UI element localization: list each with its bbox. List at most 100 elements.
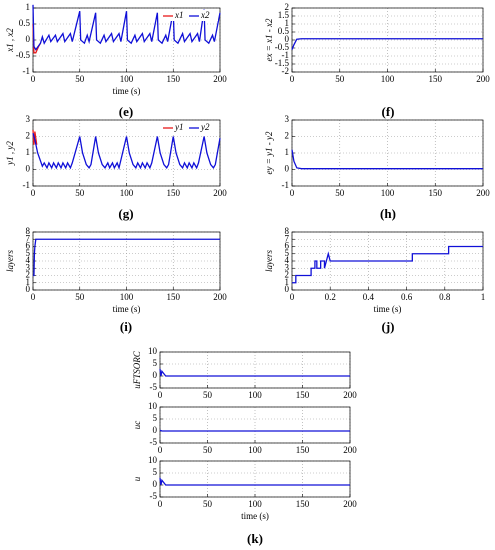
x-tick-label: 0.6	[401, 292, 413, 302]
x-tick-label: 200	[343, 445, 357, 455]
x-tick-label: 150	[429, 74, 443, 84]
y-tick-label: 4	[26, 255, 31, 265]
x-tick-label: 0	[290, 74, 295, 84]
y-tick-label: 0	[153, 425, 158, 435]
y-tick-label: -5	[150, 437, 158, 447]
x-tick-label: 50	[335, 74, 345, 84]
y-tick-label: 6	[285, 241, 290, 251]
panel-caption: (f)	[382, 104, 395, 119]
x-tick-label: 100	[120, 188, 134, 198]
panel-caption: (j)	[382, 319, 395, 334]
y-tick-label: 1	[26, 2, 31, 12]
data-line	[292, 245, 483, 284]
plot-frame	[32, 231, 221, 291]
y-tick-label: -0.5	[16, 50, 31, 60]
y-tick-label: -0.5	[275, 42, 290, 52]
y-tick-label: 1	[26, 147, 31, 157]
x-tick-label: 200	[213, 188, 227, 198]
y-tick-label: 10	[148, 401, 158, 411]
y-tick-label: 8	[285, 226, 290, 236]
panel-caption: (g)	[118, 206, 133, 221]
x-tick-label: 50	[75, 292, 85, 302]
x-tick-label: 150	[296, 445, 310, 455]
legend-label: x2	[200, 10, 210, 20]
y-tick-label: 0	[26, 284, 31, 294]
x-axis-label: time (s)	[374, 304, 402, 314]
x-tick-label: 200	[213, 74, 227, 84]
y-axis-label: layers	[5, 250, 15, 272]
y-tick-label: 5	[285, 248, 290, 258]
x-tick-label: 150	[296, 499, 310, 509]
data-line	[291, 149, 483, 170]
y-tick-label: -1	[282, 180, 290, 190]
x-tick-label: 0.8	[439, 292, 451, 302]
y-tick-label: -1	[23, 66, 31, 76]
y-tick-label: -5	[150, 491, 158, 501]
y-tick-label: 5	[153, 358, 158, 368]
y-tick-label: 0	[26, 164, 31, 174]
y-tick-label: 1.5	[278, 10, 290, 20]
y-tick-label: 3	[285, 262, 290, 272]
y-tick-label: 0	[26, 34, 31, 44]
y-tick-label: 1	[285, 277, 290, 287]
y-tick-label: 5	[153, 413, 158, 423]
y-tick-label: 3	[285, 114, 290, 124]
y-tick-label: 2	[26, 270, 31, 280]
y-tick-label: 0.5	[19, 18, 31, 28]
panel-caption: (i)	[120, 319, 132, 334]
data-line	[291, 38, 483, 50]
y-tick-label: -2	[282, 66, 290, 76]
x-tick-label: 200	[476, 188, 490, 198]
plot-frame	[32, 119, 221, 187]
x-tick-label: 50	[203, 499, 213, 509]
y-axis-label: ex = x1 - x2	[264, 18, 274, 62]
legend-label: x1	[174, 10, 184, 20]
plot-frame	[291, 7, 484, 73]
x-tick-label: 100	[381, 74, 395, 84]
x-tick-label: 0	[31, 188, 36, 198]
data-line	[32, 133, 221, 171]
y-tick-label: -1.5	[275, 58, 290, 68]
panel-caption: (h)	[380, 206, 396, 221]
y-tick-label: 2	[285, 131, 290, 141]
x-tick-label: 200	[213, 292, 227, 302]
x-tick-label: 200	[343, 390, 357, 400]
x-tick-label: 150	[167, 74, 181, 84]
x-tick-label: 1	[481, 292, 486, 302]
y-tick-label: 1	[26, 277, 31, 287]
x-axis-label: time (s)	[113, 304, 141, 314]
y-axis-label: uc	[132, 421, 142, 430]
y-tick-label: 7	[285, 233, 290, 243]
x-tick-label: 100	[381, 188, 395, 198]
y-tick-label: 3	[26, 114, 31, 124]
data-line	[32, 4, 221, 51]
legend-label: y2	[200, 122, 210, 132]
x-tick-label: 50	[203, 445, 213, 455]
x-axis-label: time (s)	[241, 511, 269, 521]
y-axis-label: layers	[264, 250, 274, 272]
y-axis-label: ey = y1 - y2	[264, 131, 274, 175]
y-tick-label: 5	[26, 248, 31, 258]
y-tick-label: 0.5	[278, 26, 290, 36]
x-tick-label: 0	[31, 292, 36, 302]
y-tick-label: 1	[285, 18, 290, 28]
x-tick-label: 0	[158, 499, 163, 509]
y-tick-label: 7	[26, 233, 31, 243]
y-tick-label: -1	[23, 180, 31, 190]
panel-caption: (e)	[119, 104, 133, 119]
x-tick-label: 200	[476, 74, 490, 84]
x-tick-label: 0	[158, 390, 163, 400]
y-tick-label: 0	[285, 164, 290, 174]
x-tick-label: 0	[290, 188, 295, 198]
data-line	[159, 368, 350, 377]
y-tick-label: 1	[285, 147, 290, 157]
y-tick-label: 8	[26, 226, 31, 236]
y-tick-label: 4	[285, 255, 290, 265]
plot-frame	[159, 406, 351, 444]
x-tick-label: 50	[335, 188, 345, 198]
y-tick-label: 0	[285, 284, 290, 294]
x-tick-label: 50	[75, 188, 85, 198]
y-tick-label: 2	[285, 270, 290, 280]
x-tick-label: 100	[248, 445, 262, 455]
x-tick-label: 150	[296, 390, 310, 400]
